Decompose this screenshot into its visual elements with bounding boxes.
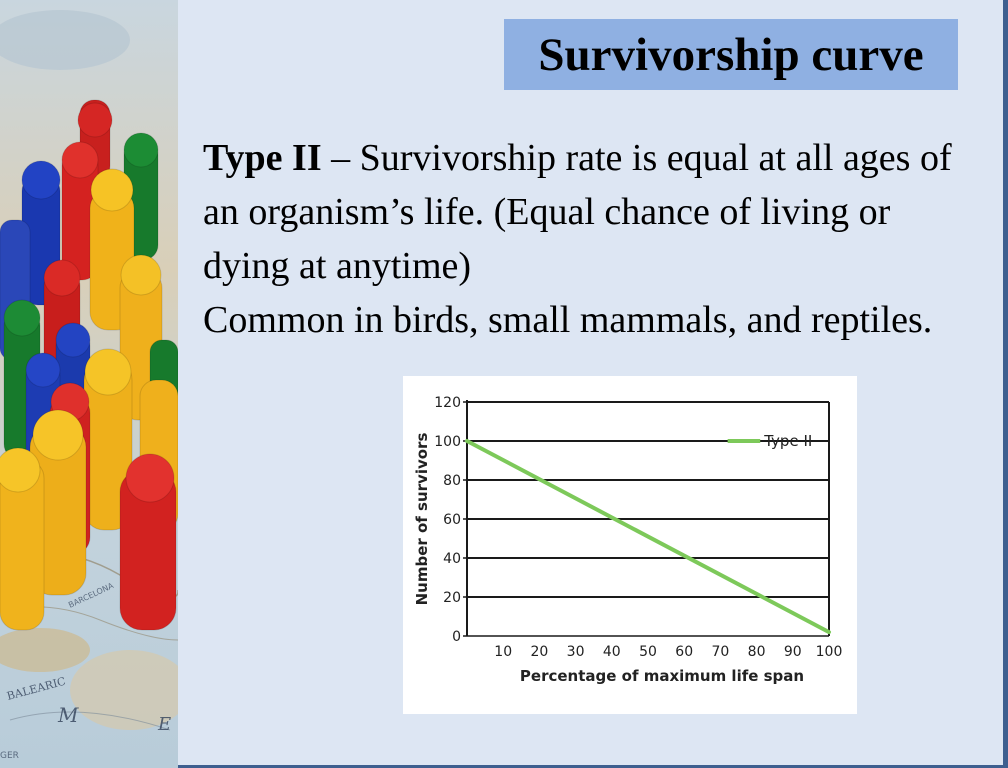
paragraph-1-text: – Survivorship rate is equal at all ages… xyxy=(203,137,952,287)
title-box: Survivorship curve xyxy=(504,19,958,90)
board-game-pawns-image: BALEARIC M E BARCELONA GER xyxy=(0,0,178,768)
x-axis-title: Percentage of maximum life span xyxy=(520,667,804,685)
y-tick-label: 60 xyxy=(443,512,461,528)
legend-label: Type II xyxy=(763,432,812,450)
y-tick-label: 80 xyxy=(443,473,461,489)
slide-title: Survivorship curve xyxy=(538,28,924,81)
x-tick-label: 50 xyxy=(639,644,657,660)
svg-text:GER: GER xyxy=(0,751,19,761)
x-tick-label: 60 xyxy=(675,644,693,660)
x-tick-label: 20 xyxy=(530,644,548,660)
y-tick-label: 40 xyxy=(443,551,461,567)
y-tick-label: 120 xyxy=(434,395,461,411)
x-tick-label: 40 xyxy=(603,644,621,660)
bottom-frame-bar xyxy=(178,765,1008,768)
series-line-type-ii xyxy=(465,439,831,635)
x-tick-label: 90 xyxy=(784,644,802,660)
svg-text:M: M xyxy=(57,703,79,727)
body-text: Type II – Survivorship rate is equal at … xyxy=(203,131,963,347)
svg-text:E: E xyxy=(157,714,171,735)
chart-panel: 0 20 40 60 80 100 120 10 20 30 40 50 60 70 80 90 100 Perc… xyxy=(403,376,857,714)
x-tick-label: 30 xyxy=(567,644,585,660)
y-tick-label: 0 xyxy=(452,629,461,645)
paragraph-type-ii: Type II – Survivorship rate is equal at … xyxy=(203,131,963,293)
x-tick-label: 10 xyxy=(494,644,512,660)
lead-term: Type II xyxy=(203,137,322,179)
survivorship-chart: 0 20 40 60 80 100 120 10 20 30 40 50 60 70 80 90 100 Perc… xyxy=(413,395,843,685)
paragraph-common-in: Common in birds, small mammals, and rept… xyxy=(203,299,933,341)
x-tick-label: 100 xyxy=(816,644,843,660)
y-tick-label: 20 xyxy=(443,590,461,606)
x-tick-label: 70 xyxy=(711,644,729,660)
x-tick-label: 80 xyxy=(748,644,766,660)
y-tick-label: 100 xyxy=(434,434,461,450)
right-frame-bar xyxy=(1003,0,1008,768)
y-axis-title: Number of survivors xyxy=(413,433,431,606)
